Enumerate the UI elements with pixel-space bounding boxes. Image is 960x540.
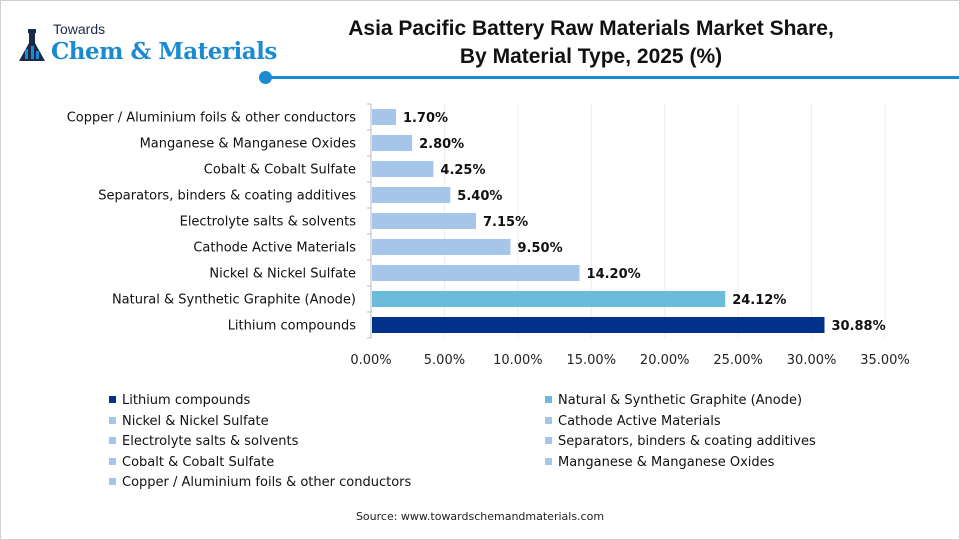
- legend-label: Cathode Active Materials: [558, 413, 721, 429]
- x-tick-label: 35.00%: [860, 353, 910, 368]
- category-label: Cobalt & Cobalt Sulfate: [204, 163, 356, 178]
- x-tick-label: 30.00%: [787, 353, 837, 368]
- data-label: 1.70%: [403, 111, 448, 126]
- legend-label: Cobalt & Cobalt Sulfate: [122, 454, 275, 470]
- bar: [372, 317, 825, 333]
- legend-item: Manganese & Manganese Oxides: [545, 455, 774, 471]
- legend-item: Natural & Synthetic Graphite (Anode): [545, 393, 802, 409]
- bar: [372, 213, 477, 229]
- chart-title: Asia Pacific Battery Raw Materials Marke…: [291, 15, 891, 71]
- data-label: 4.25%: [440, 163, 485, 178]
- legend-item: Separators, binders & coating additives: [545, 434, 816, 450]
- logo-line1: Towards: [53, 21, 106, 37]
- data-label: 30.88%: [831, 319, 885, 334]
- bar: [372, 135, 413, 151]
- logo-line2: Chem & Materials: [51, 38, 277, 65]
- legend-label: Nickel & Nickel Sulfate: [122, 413, 269, 429]
- divider-dot: [259, 71, 272, 84]
- bar: [372, 187, 451, 203]
- bar: [372, 265, 580, 281]
- legend-item: Lithium compounds: [109, 393, 250, 409]
- category-label: Lithium compounds: [228, 319, 357, 334]
- data-label: 9.50%: [518, 241, 563, 256]
- legend-item: Cobalt & Cobalt Sulfate: [109, 455, 274, 471]
- x-tick-label: 15.00%: [566, 353, 616, 368]
- legend-label: Lithium compounds: [122, 393, 251, 408]
- legend-swatch: [545, 457, 552, 465]
- category-label: Copper / Aluminium foils & other conduct…: [67, 111, 356, 126]
- data-label: 7.15%: [483, 215, 528, 230]
- title-line2: By Material Type, 2025 (%): [459, 45, 723, 68]
- legend-item: Copper / Aluminium foils & other conduct…: [109, 475, 411, 491]
- legend-label: Natural & Synthetic Graphite (Anode): [558, 393, 803, 408]
- title-line1: Asia Pacific Battery Raw Materials Marke…: [348, 17, 834, 40]
- legend-swatch: [109, 437, 116, 444]
- legend-label: Electrolyte salts & solvents: [122, 434, 299, 449]
- legend-swatch: [109, 416, 116, 424]
- category-label: Nickel & Nickel Sulfate: [209, 267, 356, 282]
- data-label: 5.40%: [457, 189, 502, 204]
- legend-label: Copper / Aluminium foils & other conduct…: [122, 475, 412, 490]
- x-tick-label: 5.00%: [424, 353, 465, 368]
- legend-item: Cathode Active Materials: [545, 414, 721, 430]
- bar: [372, 239, 511, 255]
- x-tick-label: 10.00%: [493, 353, 543, 368]
- legend-swatch: [545, 396, 552, 403]
- divider-line: [271, 76, 959, 79]
- legend-swatch: [545, 437, 552, 444]
- x-tick-label: 20.00%: [640, 353, 690, 368]
- bar: [372, 161, 434, 177]
- plot-area: 0.00% 5.00% 10.00% 15.00% 20.00% 25.00% 30.00%…: [67, 103, 910, 368]
- category-label: Electrolyte salts & solvents: [180, 215, 357, 230]
- legend-item: Nickel & Nickel Sulfate: [109, 414, 269, 430]
- x-tick-label: 25.00%: [713, 353, 763, 368]
- category-label: Natural & Synthetic Graphite (Anode): [112, 293, 356, 308]
- logo: Towards Chem & Materials: [17, 21, 277, 69]
- legend-swatch: [109, 478, 116, 485]
- data-label: 2.80%: [419, 137, 464, 152]
- legend-swatch: [545, 416, 552, 424]
- legend-swatch: [109, 457, 116, 465]
- category-label: Cathode Active Materials: [193, 241, 356, 256]
- legend-item: Electrolyte salts & solvents: [109, 434, 298, 450]
- flask-icon: [19, 29, 45, 61]
- data-label: 14.20%: [587, 267, 641, 282]
- legend-label: Separators, binders & coating additives: [558, 434, 816, 449]
- bar: [372, 291, 726, 307]
- data-label: 24.12%: [732, 293, 786, 308]
- legend-label: Manganese & Manganese Oxides: [558, 454, 775, 470]
- legend-swatch: [109, 396, 116, 403]
- category-label: Manganese & Manganese Oxides: [140, 137, 357, 152]
- category-label: Separators, binders & coating additives: [98, 189, 356, 204]
- bar: [372, 109, 396, 125]
- x-tick-label: 0.00%: [350, 353, 391, 368]
- source-text: Source: www.towardschemandmaterials.com: [355, 510, 605, 523]
